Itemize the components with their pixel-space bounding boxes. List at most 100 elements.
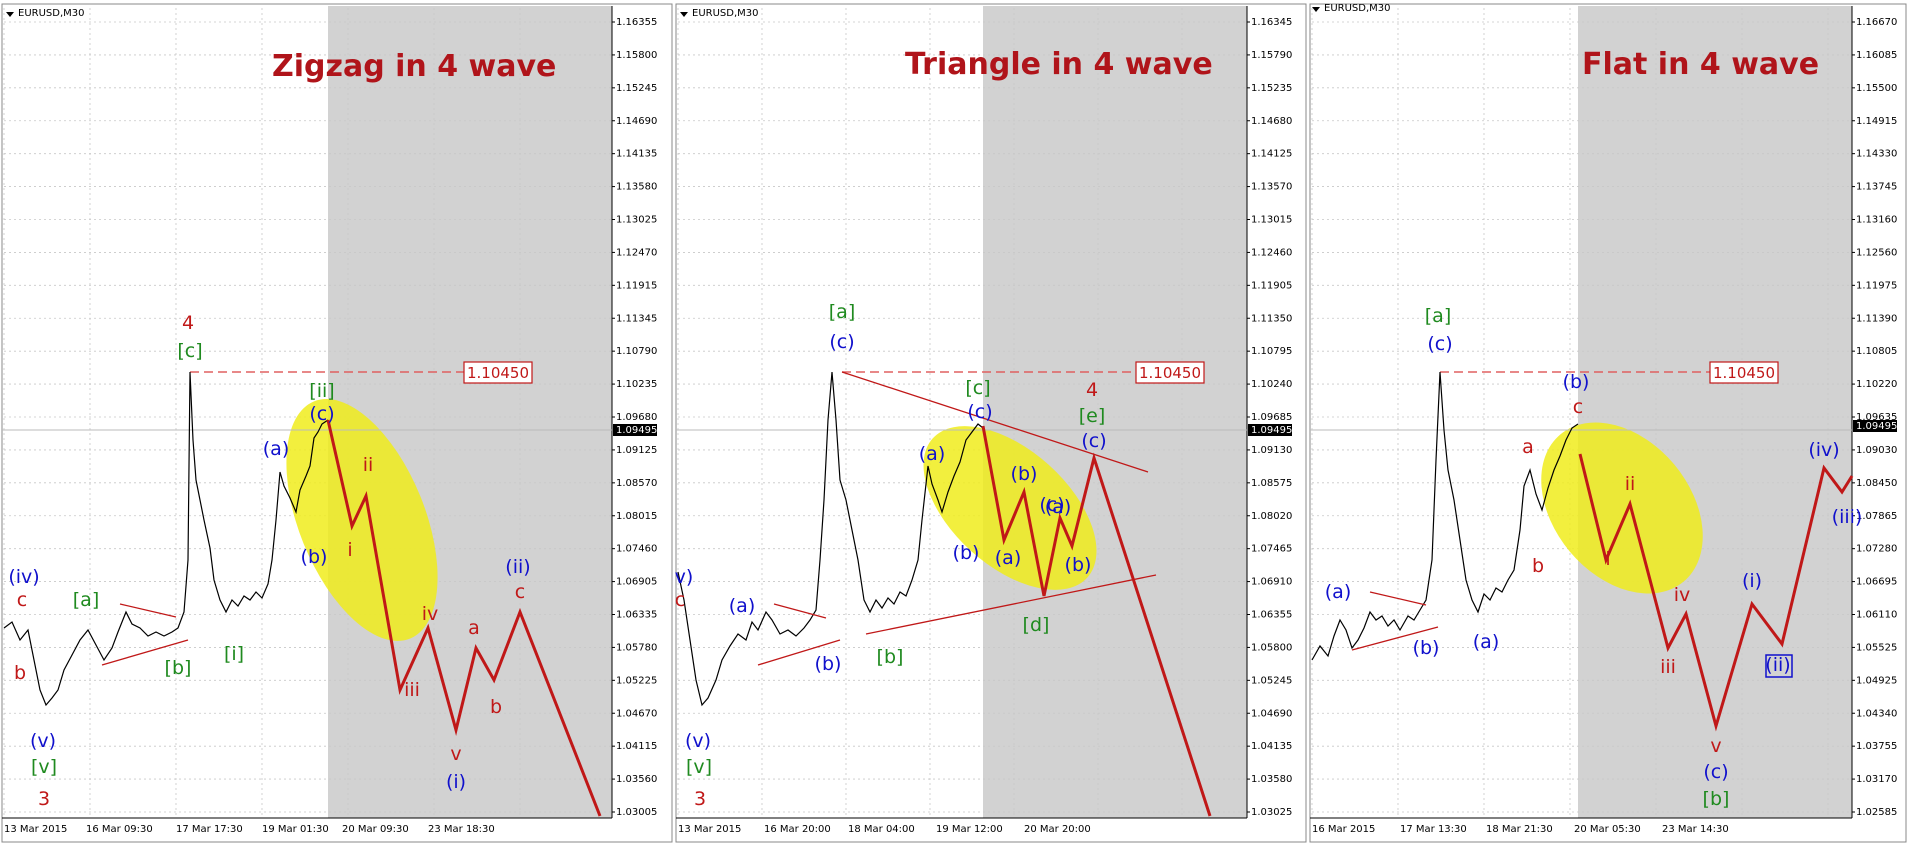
wave-label: [c] bbox=[965, 377, 990, 399]
projection-zone bbox=[983, 6, 1247, 818]
wave-label: (a) bbox=[1325, 581, 1351, 603]
channel-lines bbox=[1351, 591, 1439, 651]
y-tick-label: 1.13015 bbox=[1251, 215, 1292, 226]
x-tick-label: 20 Mar 05:30 bbox=[1574, 824, 1641, 835]
y-tick-label: 1.03025 bbox=[1251, 807, 1292, 818]
y-tick-label: 1.08020 bbox=[1251, 511, 1292, 522]
y-tick-label: 1.16085 bbox=[1856, 50, 1897, 61]
x-tick-label: 23 Mar 18:30 bbox=[428, 824, 495, 835]
y-tick-label: 1.11345 bbox=[616, 313, 657, 324]
y-tick-label: 1.08575 bbox=[1251, 478, 1292, 489]
y-tick-label: 1.11915 bbox=[616, 280, 657, 291]
panel-flat[interactable]: 1.16670 1.16085 1.15500 1.14915 1.14330 1.137… bbox=[1309, 3, 1907, 843]
projection-zone bbox=[1578, 6, 1852, 818]
y-tick-label: 1.04115 bbox=[616, 741, 657, 752]
current-price: 1.09495 bbox=[1856, 421, 1897, 432]
y-tick-label: 1.05800 bbox=[1251, 642, 1292, 653]
price-box bbox=[463, 361, 533, 384]
symbol-dropdown-icon[interactable] bbox=[1312, 7, 1320, 12]
wave-label: (ii) bbox=[505, 556, 530, 578]
wave-label: (c) bbox=[1427, 333, 1452, 355]
y-tick-label: 1.03755 bbox=[1856, 741, 1897, 752]
wave-label: c bbox=[515, 581, 525, 603]
price-axis: 1.16670 1.16085 1.15500 1.14915 1.14330 1.137… bbox=[1852, 17, 1897, 818]
panel-zigzag[interactable]: 1.16355 1.15800 1.15245 1.14690 1.14135 1.135… bbox=[1, 3, 673, 843]
wave-label: c bbox=[17, 589, 27, 611]
x-tick-label: 18 Mar 21:30 bbox=[1486, 824, 1553, 835]
wave-label: (c) bbox=[967, 401, 992, 423]
panel-triangle[interactable]: 1.16345 1.15790 1.15235 1.14680 1.14125 1.135… bbox=[675, 3, 1307, 843]
wave-label: [d] bbox=[1023, 614, 1050, 636]
wave-label: (c) bbox=[1703, 761, 1728, 783]
time-axis: 13 Mar 2015 16 Mar 20:00 18 Mar 04:00 19 Ma… bbox=[678, 824, 1091, 835]
wave-label: (v) bbox=[30, 730, 56, 752]
y-tick-label: 1.10235 bbox=[616, 379, 657, 390]
wave-box bbox=[1765, 654, 1793, 678]
y-tick-label: 1.11975 bbox=[1856, 280, 1897, 291]
wave-label: v) bbox=[675, 566, 694, 588]
wave-labels: (iv)cb(v)[v]3[a][b]4[c][i](a)[ii](c)(b)i… bbox=[8, 312, 530, 810]
wave-label: iv bbox=[422, 603, 439, 625]
wave-label: v bbox=[1710, 735, 1721, 757]
wave-label: (ii) bbox=[1765, 654, 1790, 676]
wave-label: (b) bbox=[1563, 371, 1590, 393]
x-tick-label: 16 Mar 09:30 bbox=[86, 824, 153, 835]
y-tick-label: 1.16355 bbox=[616, 17, 657, 28]
wave-label: b bbox=[1532, 555, 1544, 577]
y-tick-label: 1.06335 bbox=[616, 610, 657, 621]
x-tick-label: 13 Mar 2015 bbox=[4, 824, 67, 835]
y-tick-label: 1.14125 bbox=[1251, 149, 1292, 160]
x-tick-label: 20 Mar 09:30 bbox=[342, 824, 409, 835]
wave-label: (c) bbox=[1039, 494, 1064, 516]
wave-label: (iv) bbox=[8, 566, 39, 588]
price-box-label: 1.10450 bbox=[1139, 364, 1201, 382]
wave-label: (iii) bbox=[1832, 506, 1863, 528]
wave-label: 3 bbox=[694, 788, 706, 810]
y-tick-label: 1.04135 bbox=[1251, 741, 1292, 752]
wave-label: ii bbox=[1625, 473, 1636, 495]
chart-title: Triangle in 4 wave bbox=[905, 47, 1213, 82]
x-tick-label: 18 Mar 04:00 bbox=[848, 824, 915, 835]
y-tick-label: 1.07280 bbox=[1856, 544, 1897, 555]
y-tick-label: 1.09635 bbox=[1856, 412, 1897, 423]
time-axis: 16 Mar 2015 17 Mar 13:30 18 Mar 21:30 20 Ma… bbox=[1312, 824, 1729, 835]
current-price-tag bbox=[1248, 424, 1292, 436]
projection-wave bbox=[326, 419, 602, 817]
y-tick-label: 1.04925 bbox=[1856, 675, 1897, 686]
wave-label: (b) bbox=[1011, 463, 1038, 485]
wave-label: [a] bbox=[73, 589, 99, 611]
wave-label: a bbox=[468, 617, 480, 639]
time-axis: 13 Mar 2015 16 Mar 09:30 17 Mar 17:30 19 Ma… bbox=[4, 824, 495, 835]
y-tick-label: 1.03580 bbox=[1251, 774, 1292, 785]
price-series bbox=[677, 371, 984, 707]
symbol-dropdown-icon[interactable] bbox=[680, 12, 688, 17]
projection-zone bbox=[328, 6, 612, 818]
x-tick-label: 17 Mar 13:30 bbox=[1400, 824, 1467, 835]
x-tick-label: 19 Mar 12:00 bbox=[936, 824, 1003, 835]
triangle-lines bbox=[757, 371, 1157, 666]
y-tick-label: 1.15245 bbox=[616, 83, 657, 94]
wave-label: (a) bbox=[919, 443, 945, 465]
price-series bbox=[3, 371, 329, 707]
x-tick-label: 16 Mar 20:00 bbox=[764, 824, 831, 835]
wave-label: (a) bbox=[995, 547, 1021, 569]
wave-label: a bbox=[1522, 436, 1534, 458]
y-tick-label: 1.10220 bbox=[1856, 379, 1897, 390]
symbol-dropdown-icon[interactable] bbox=[6, 12, 14, 17]
wave-label: c bbox=[1573, 396, 1583, 418]
wave-label: iii bbox=[1660, 656, 1676, 678]
wave-label: (c) bbox=[829, 331, 854, 353]
y-tick-label: 1.10240 bbox=[1251, 379, 1292, 390]
y-tick-label: 1.09680 bbox=[616, 412, 657, 423]
wave-label: i bbox=[1605, 548, 1610, 570]
chart-title: Flat in 4 wave bbox=[1582, 47, 1819, 82]
wave-label: 4 bbox=[1086, 379, 1098, 401]
y-tick-label: 1.11350 bbox=[1251, 313, 1292, 324]
wave-label: (b) bbox=[1065, 554, 1092, 576]
price-box-label: 1.10450 bbox=[1713, 364, 1775, 382]
wave-labels: v)c(v)[v]3(a)(b)[a](c)[b](a)(b)[c](c)(b)… bbox=[675, 301, 1107, 810]
y-tick-label: 1.09130 bbox=[1251, 445, 1292, 456]
wave-label: (a) bbox=[263, 438, 289, 460]
y-tick-label: 1.09125 bbox=[616, 445, 657, 456]
